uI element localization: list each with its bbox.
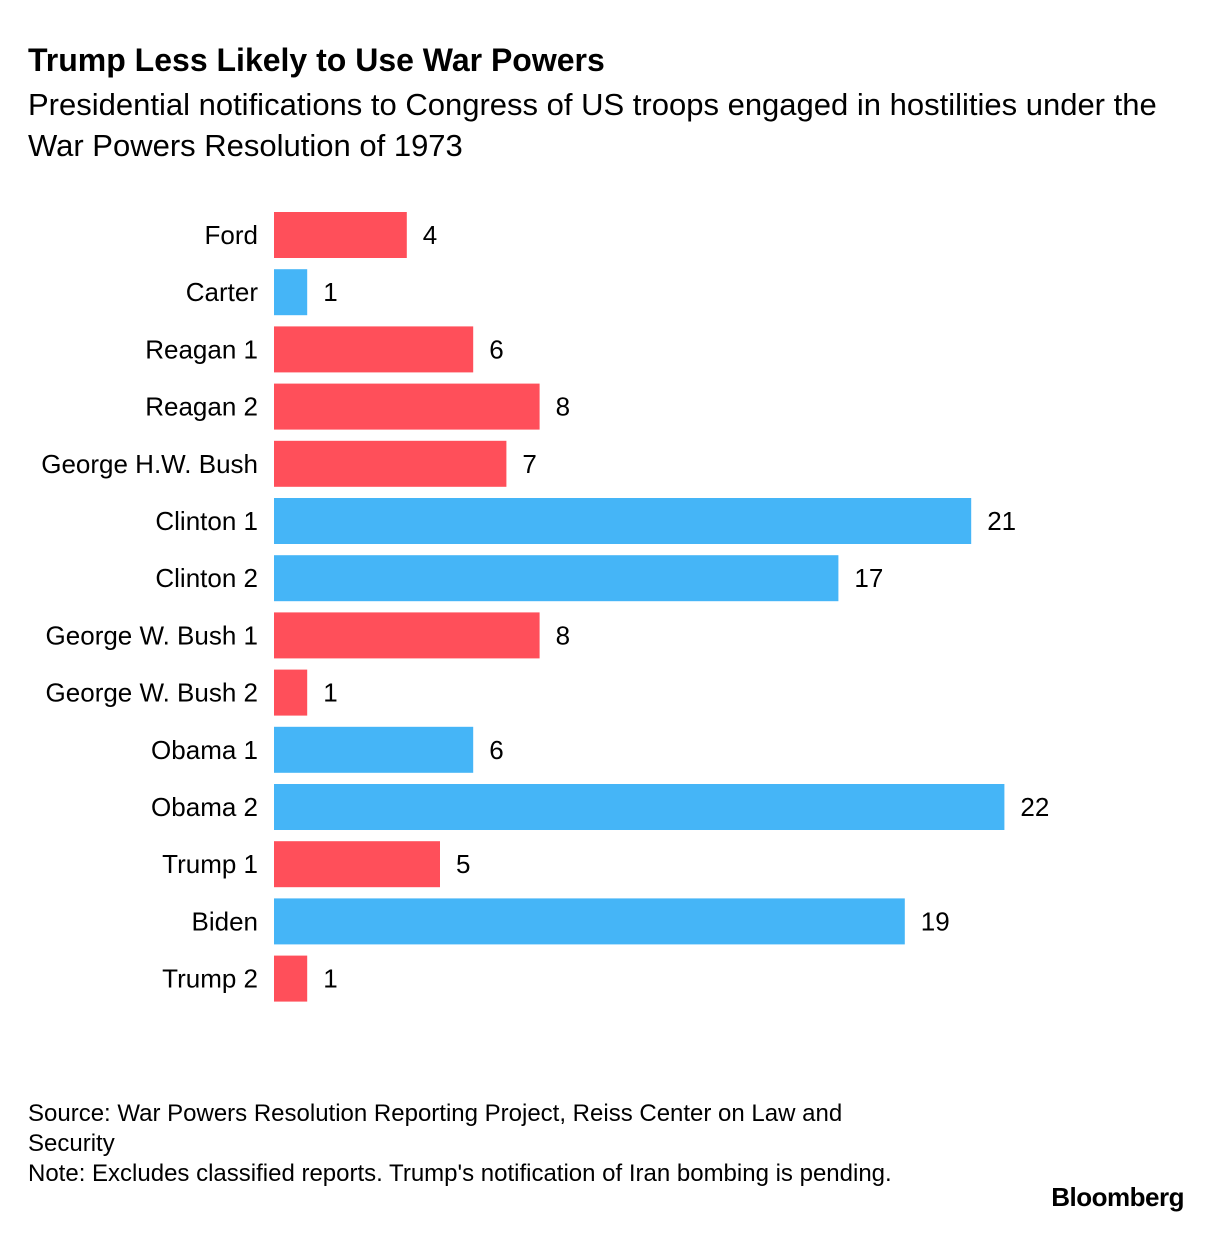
category-label-trump-2: Trump 2 (162, 964, 258, 994)
bar-trump-2 (274, 955, 308, 1002)
value-label-biden: 19 (921, 906, 950, 936)
bar-obama-2 (274, 784, 1005, 830)
value-label-clinton-1: 21 (987, 506, 1016, 536)
bar-obama-1 (274, 726, 474, 773)
bar-clinton-2 (274, 555, 839, 602)
bar-clinton-1 (274, 498, 972, 544)
value-label-obama-2: 22 (1020, 792, 1049, 822)
category-label-ford: Ford (205, 220, 258, 250)
source-note: Source: War Powers Resolution Reporting … (28, 1100, 843, 1157)
bar-ford (274, 212, 407, 258)
category-label-biden: Biden (192, 906, 259, 936)
chart-subtitle: Presidential notifications to Congress o… (28, 87, 1157, 163)
value-label-reagan-2: 8 (556, 392, 570, 422)
category-label-clinton-1: Clinton 1 (155, 506, 258, 536)
value-label-george-w-bush-2: 1 (323, 678, 337, 708)
bar-george-w-bush-2 (274, 669, 308, 716)
bar-george-w-bush-1 (274, 612, 540, 659)
chart-title: Trump Less Likely to Use War Powers (28, 42, 605, 78)
category-label-clinton-2: Clinton 2 (155, 563, 258, 593)
category-label-george-h-w-bush: George H.W. Bush (41, 449, 258, 479)
category-label-obama-1: Obama 1 (151, 735, 258, 765)
category-label-george-w-bush-2: George W. Bush 2 (46, 678, 258, 708)
category-label-carter: Carter (186, 277, 259, 307)
bar-chart: Ford 4 Carter 1 Reagan 1 6 Reagan 2 8 George H.W… (41, 212, 1049, 1002)
bar-reagan-2 (274, 383, 540, 430)
bar-trump-1 (274, 841, 440, 888)
bloomberg-logo: Bloomberg (1051, 1182, 1184, 1212)
value-label-george-h-w-bush: 7 (522, 449, 536, 479)
category-label-trump-1: Trump 1 (162, 849, 258, 879)
value-label-trump-2: 1 (323, 964, 337, 994)
chart-footer: Source: War Powers Resolution Reporting … (28, 1099, 908, 1189)
value-label-reagan-1: 6 (489, 334, 503, 364)
value-label-ford: 4 (423, 220, 437, 250)
category-label-george-w-bush-1: George W. Bush 1 (46, 620, 258, 650)
value-label-obama-1: 6 (489, 735, 503, 765)
category-label-obama-2: Obama 2 (151, 792, 258, 822)
bar-george-h-w-bush (274, 440, 507, 487)
category-label-reagan-2: Reagan 2 (145, 392, 258, 422)
category-label-reagan-1: Reagan 1 (145, 334, 258, 364)
footnote: Note: Excludes classified reports. Trump… (28, 1160, 892, 1187)
bar-carter (274, 269, 308, 316)
value-label-trump-1: 5 (456, 849, 470, 879)
bar-reagan-1 (274, 326, 474, 373)
value-label-george-w-bush-1: 8 (556, 620, 570, 650)
bar-biden (274, 898, 905, 945)
value-label-clinton-2: 17 (854, 563, 883, 593)
value-label-carter: 1 (323, 277, 337, 307)
